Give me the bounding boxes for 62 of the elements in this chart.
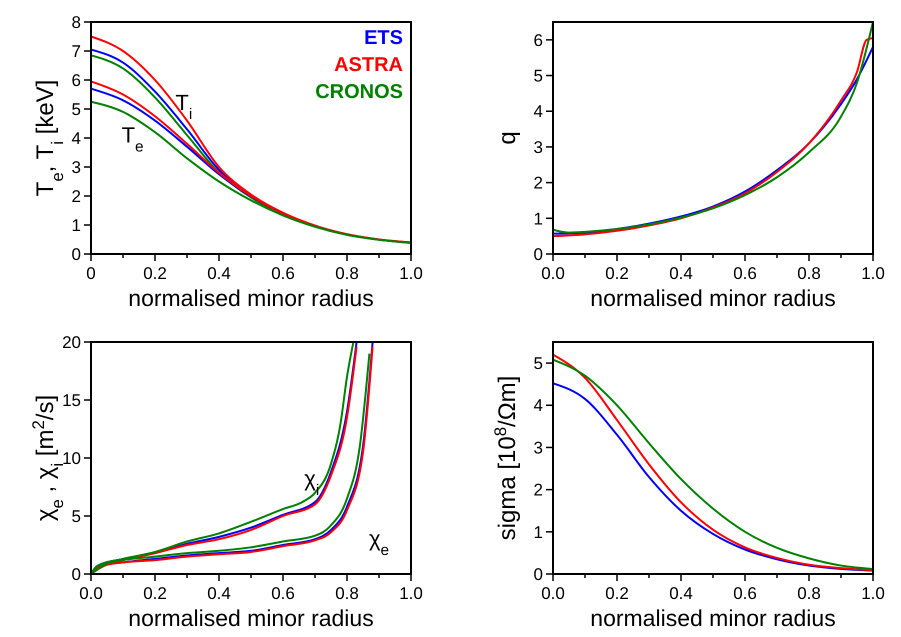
x-tick-label: 0.2 [143,584,167,603]
annotation: T$_{i}$ [175,90,192,123]
x-axis-title: normalised minor radius [128,285,374,311]
x-tick-label: 1.0 [861,584,885,603]
x-tick-label: 0.8 [797,264,821,283]
y-tick-label: 0 [534,244,543,264]
x-axis-title: normalised minor radius [590,285,836,311]
x-tick-label: 1.0 [861,264,885,283]
y-tick-label: 15 [62,390,81,410]
x-axis-title: normalised minor radius [590,605,836,631]
x-tick-label: 1.0 [399,584,423,603]
x-tick-label: 0 [86,264,96,283]
x-tick-label: 0.6 [733,264,757,283]
y-tick-label: 2 [534,480,543,500]
text: ASTRA [334,54,403,76]
annotation: T$_{e}$ [122,122,144,156]
y-tick-label: 20 [62,332,81,352]
x-tick-label: 0.2 [605,264,629,283]
x-tick-label: 0.8 [335,264,359,283]
y-tick-label: 3 [72,158,81,177]
x-tick-label: 0.0 [79,584,103,603]
y-tick-label: 2 [72,186,81,206]
y-tick-label: 1 [534,522,543,542]
x-tick-label: 0.6 [733,584,757,603]
y-tick-label: 2 [534,174,543,193]
x-tick-label: 0.6 [271,584,295,603]
y-tick-label: 5 [534,354,543,374]
y-tick-label: 4 [72,128,81,148]
y-axis-title: q [494,131,521,145]
annotation: χ$_{i}$ [304,466,320,498]
x-tick-label: 0.2 [605,584,629,603]
text: CRONOS [315,81,403,103]
x-tick-label: 0.8 [797,584,821,603]
x-tick-label: 0.0 [541,264,565,283]
y-tick-label: 8 [72,12,81,32]
y-tick-label: 5 [72,506,81,526]
y-tick-label: 6 [72,70,81,90]
x-tick-label: 0.6 [271,264,295,283]
x-axis-title: normalised minor radius [128,605,374,631]
y-tick-label: 5 [534,66,543,86]
y-tick-label: 4 [534,396,543,416]
y-tick-label: 0 [72,564,81,584]
x-tick-label: 1.0 [399,264,423,283]
y-tick-label: 3 [534,138,543,157]
x-tick-label: 0.4 [669,264,693,283]
x-tick-label: 0.0 [541,584,565,603]
y-tick-label: 0 [72,244,81,264]
x-tick-label: 0.8 [335,584,359,603]
y-tick-label: 5 [72,100,81,119]
x-tick-label: 0.2 [143,264,167,283]
y-tick-label: 7 [72,42,81,61]
x-tick-label: 0.4 [207,584,231,603]
x-tick-label: 0.4 [669,584,693,603]
y-tick-label: 3 [534,438,543,458]
y-tick-label: 1 [72,216,81,235]
y-tick-label: 6 [534,30,543,50]
y-tick-label: 1 [534,209,543,228]
x-tick-label: 0.4 [207,264,231,283]
text: ETS [364,27,403,49]
y-tick-label: 0 [534,564,543,584]
y-tick-label: 4 [534,102,543,122]
annotation: χ$_{e}$ [368,526,390,559]
